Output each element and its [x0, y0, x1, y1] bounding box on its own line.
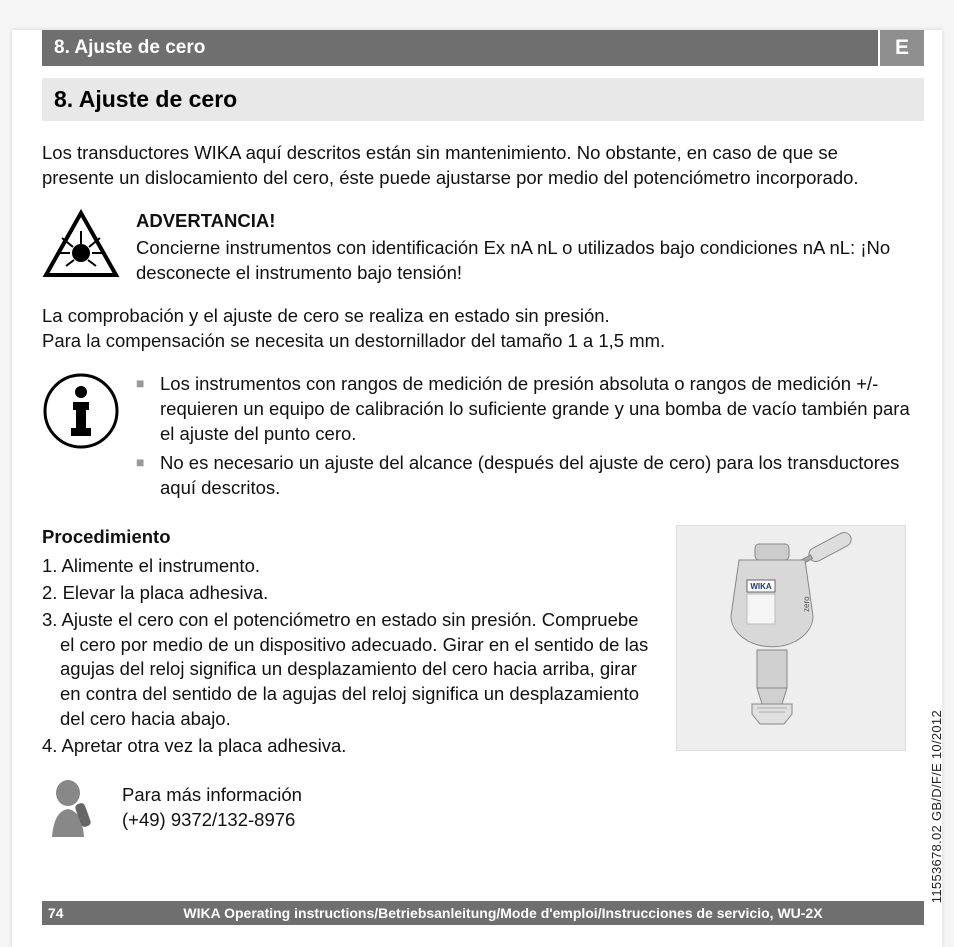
- contact-line1: Para más información: [122, 783, 302, 808]
- svg-text:WIKA: WIKA: [750, 582, 772, 591]
- info-list: Los instrumentos con rangos de medición …: [136, 372, 912, 505]
- info-icon: [42, 372, 120, 450]
- warning-body: Concierne instrumentos con identificació…: [136, 236, 912, 286]
- header-lang-mark: E: [880, 30, 924, 66]
- footer-text: WIKA Operating instructions/Betriebsanle…: [88, 905, 918, 921]
- contact-line2: (+49) 9372/132-8976: [122, 808, 302, 833]
- explosion-warning-icon: [42, 209, 120, 279]
- page: 8. Ajuste de cero E 8. Ajuste de cero Lo…: [12, 30, 942, 947]
- procedure-block: Procedimiento 1. Alimente el instrumento…: [42, 525, 912, 848]
- warning-text: ADVERTANCIA! Concierne instrumentos con …: [136, 209, 912, 286]
- info-block: Los instrumentos con rangos de medición …: [42, 372, 912, 505]
- check-line1: La comprobación y el ajuste de cero se r…: [42, 304, 912, 329]
- header-title: 8. Ajuste de cero: [42, 30, 878, 66]
- sub-header: 8. Ajuste de cero: [42, 78, 924, 121]
- intro-paragraph: Los transductores WIKA aquí descritos es…: [42, 141, 912, 191]
- footer-page-number: 74: [48, 905, 88, 921]
- content: Los transductores WIKA aquí descritos es…: [12, 121, 942, 847]
- contact-block: Para más información (+49) 9372/132-8976: [42, 777, 652, 847]
- procedure-step: 3. Ajuste el cero con el potenciómetro e…: [42, 608, 652, 733]
- procedure-left: Procedimiento 1. Alimente el instrumento…: [42, 525, 652, 848]
- check-paragraph: La comprobación y el ajuste de cero se r…: [42, 304, 912, 354]
- phone-person-icon: [42, 777, 104, 847]
- contact-text: Para más información (+49) 9372/132-8976: [122, 777, 302, 833]
- product-image: WIKA zero: [676, 525, 906, 751]
- header-bar: 8. Ajuste de cero E: [42, 30, 924, 66]
- check-line2: Para la compensación se necesita un dest…: [42, 329, 912, 354]
- procedure-list: 1. Alimente el instrumento. 2. Elevar la…: [42, 554, 652, 760]
- procedure-step: 4. Apretar otra vez la placa adhesiva.: [42, 734, 652, 759]
- info-item: No es necesario un ajuste del alcance (d…: [136, 451, 912, 501]
- procedure-title: Procedimiento: [42, 525, 652, 550]
- procedure-step: 1. Alimente el instrumento.: [42, 554, 652, 579]
- warning-block: ADVERTANCIA! Concierne instrumentos con …: [42, 209, 912, 286]
- info-item: Los instrumentos con rangos de medición …: [136, 372, 912, 447]
- svg-text:zero: zero: [802, 596, 811, 612]
- warning-title: ADVERTANCIA!: [136, 209, 912, 234]
- procedure-step: 2. Elevar la placa adhesiva.: [42, 581, 652, 606]
- footer-bar: 74 WIKA Operating instructions/Betriebsa…: [42, 901, 924, 925]
- side-document-code: 11553678.02 GB/D/F/E 10/2012: [929, 710, 944, 903]
